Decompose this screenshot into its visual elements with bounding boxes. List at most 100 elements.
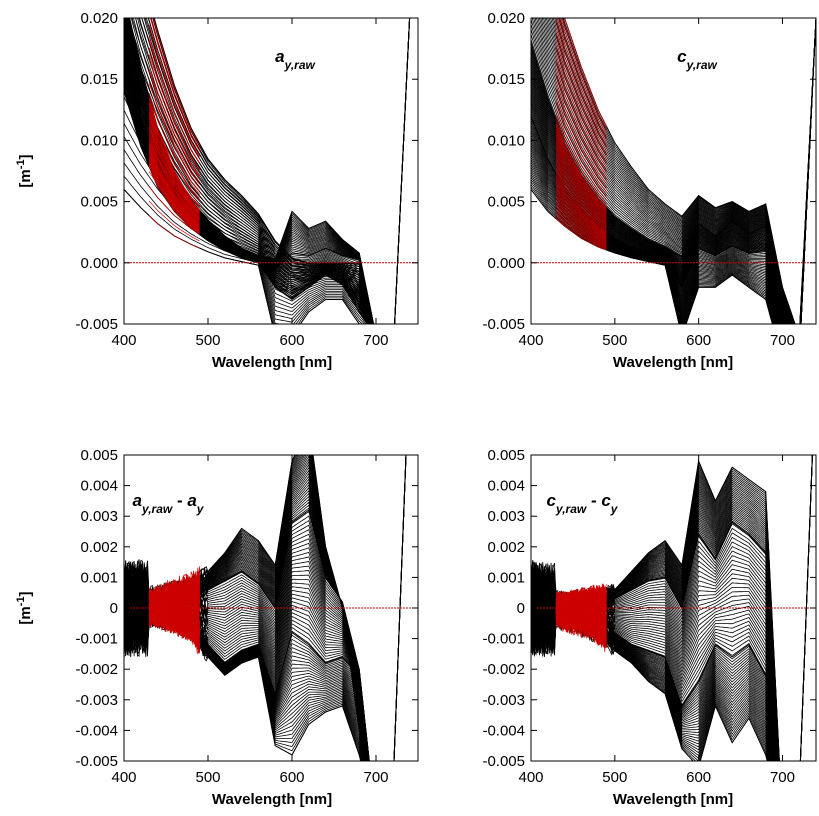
highlight-line: [148, 98, 200, 192]
y-tick-label: -0.005: [75, 753, 118, 770]
highlight-line: [555, 177, 607, 234]
x-tick-label: 500: [195, 332, 220, 349]
y-tick-label: 0.003: [487, 508, 525, 525]
highlight-line: [555, 167, 607, 230]
highlight-line: [555, 191, 607, 240]
x-tick-label: 700: [363, 332, 388, 349]
x-tick-label: 500: [602, 332, 627, 349]
highlight-line: [148, 70, 200, 183]
highlight-line: [555, 202, 607, 244]
highlight-line: [555, 193, 607, 241]
y-axis-label: [m-1]: [15, 154, 34, 187]
y-tick-label: -0.005: [482, 753, 525, 770]
highlight-line: [555, 41, 607, 160]
x-axis-label: Wavelength [nm]: [212, 791, 332, 808]
highlight-line: [555, 151, 607, 222]
y-tick-label: 0.010: [487, 132, 525, 149]
x-tick-label: 600: [686, 332, 711, 349]
chart-panel-4: -0.005 -0.004 -0.003 -0.002 -0.001 0 0.001 0.00…: [482, 447, 817, 808]
highlight-line: [555, 606, 607, 648]
spectrum-line: [124, 18, 411, 324]
highlight-line: [555, 137, 607, 216]
highlight-line: [148, 165, 200, 235]
highlight-line: [555, 184, 607, 237]
highlight-line: [555, 162, 607, 227]
plot-area: [124, 18, 411, 324]
highlight-line: [555, 211, 607, 248]
x-tick-label: 400: [111, 332, 136, 349]
highlight-line: [148, 154, 200, 231]
y-tick-label: 0.002: [487, 539, 525, 556]
series-3-line: [531, 18, 816, 324]
y-tick-label: 0.005: [487, 447, 525, 464]
highlight-line: [555, 21, 607, 148]
panel-annotation: ay,raw: [275, 47, 315, 72]
highlight-line: [555, 209, 607, 247]
highlight-line: [148, 113, 200, 199]
highlight-line: [560, 18, 607, 135]
highlight-line: [562, 18, 607, 131]
y-tick-label: 0.015: [80, 71, 118, 88]
y-tick-label: 0.005: [80, 194, 118, 211]
highlight-line: [556, 18, 607, 143]
highlight-line: [555, 213, 607, 249]
highlight-line: [148, 69, 200, 178]
x-tick-label: 600: [279, 332, 304, 349]
highlight-line: [555, 145, 607, 220]
y-tick-label: -0.002: [482, 661, 525, 678]
highlight-line: [150, 18, 200, 152]
series-3-line: [124, 18, 411, 324]
highlight-line: [555, 27, 607, 152]
highlight-line: [148, 39, 200, 164]
panel-annotation: cy,raw - cy: [547, 491, 619, 516]
highlight-line: [555, 81, 607, 185]
plot-area: [124, 455, 407, 761]
highlight-line: [555, 156, 607, 225]
y-tick-label: 0.010: [80, 132, 118, 149]
x-tick-label: 500: [195, 769, 220, 786]
highlight-line: [555, 159, 607, 226]
y-tick-label: 0.001: [487, 569, 525, 586]
highlight-line: [555, 153, 607, 224]
highlight-line: [555, 216, 607, 250]
highlight-line: [555, 198, 607, 243]
highlight-line: [555, 204, 607, 245]
panel-annotation: cy,raw: [677, 47, 717, 72]
spectrum-line: [124, 18, 411, 324]
y-axis-label: [m-1]: [15, 591, 34, 624]
highlight-line: [148, 25, 200, 157]
x-tick-label: 700: [770, 332, 795, 349]
y-tick-label: 0.015: [487, 71, 525, 88]
highlight-line: [148, 59, 200, 177]
highlight-line: [555, 129, 607, 212]
highlight-line: [148, 156, 200, 220]
highlight-line: [555, 48, 607, 164]
highlight-line: [148, 151, 200, 229]
y-tick-label: -0.001: [75, 631, 118, 648]
highlight-line: [148, 127, 200, 206]
y-tick-label: -0.003: [482, 692, 525, 709]
y-tick-label: 0.000: [487, 255, 525, 272]
y-tick-label: 0.000: [80, 255, 118, 272]
highlight-line: [555, 61, 607, 172]
highlight-line: [148, 171, 200, 228]
highlight-line: [556, 607, 607, 647]
highlight-line: [148, 215, 200, 249]
highlight-line: [555, 170, 607, 231]
spectrum-line: [124, 18, 411, 324]
highlight-line: [148, 597, 200, 629]
y-tick-label: -0.005: [482, 316, 525, 333]
highlight-line: [148, 123, 200, 219]
highlight-line: [555, 140, 607, 217]
x-axis-label: Wavelength [nm]: [613, 354, 733, 371]
highlight-line: [148, 140, 200, 225]
plot-area: [531, 18, 816, 324]
highlight-line: [555, 207, 607, 246]
highlight-line: [555, 186, 607, 238]
highlight-line: [555, 131, 607, 213]
y-tick-label: 0.020: [487, 10, 525, 27]
y-tick-label: -0.004: [482, 722, 525, 739]
x-tick-label: 600: [686, 769, 711, 786]
highlight-line: [148, 81, 200, 189]
y-tick-label: -0.001: [482, 631, 525, 648]
